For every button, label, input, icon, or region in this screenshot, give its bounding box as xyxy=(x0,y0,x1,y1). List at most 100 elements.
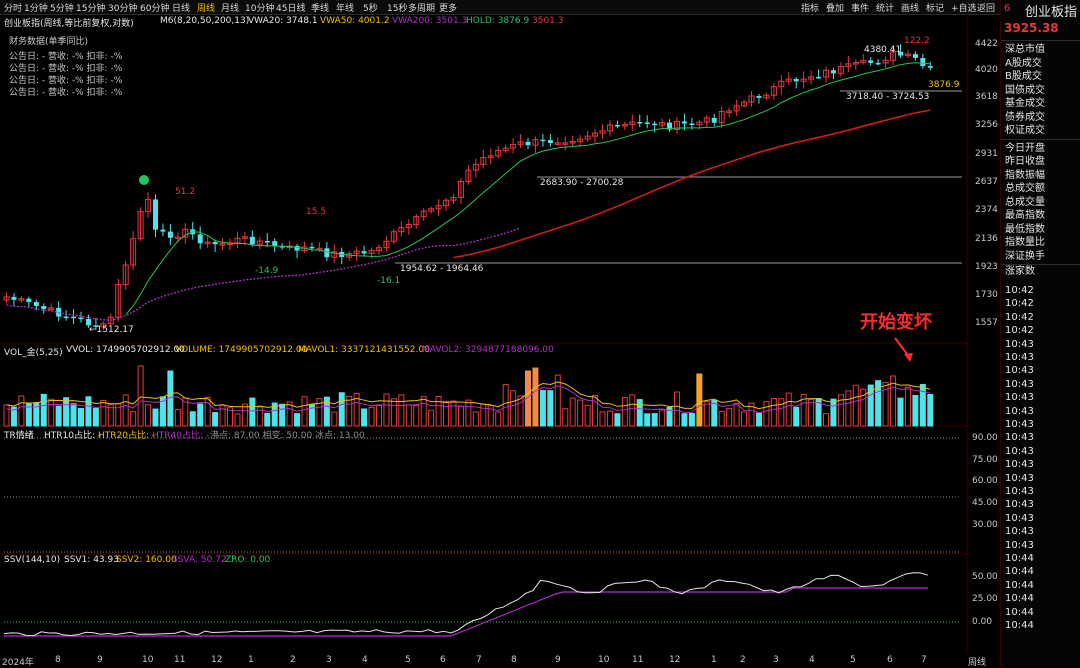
candle-body xyxy=(383,240,390,249)
ssv-indicator-name: SSV(144,10) xyxy=(4,555,61,565)
volume-bar xyxy=(457,405,464,427)
ssva-label: SSVA: 50.72 xyxy=(172,555,227,565)
stat-label: 基金成交 xyxy=(1005,98,1045,109)
volume-bar xyxy=(227,407,233,427)
htr20-label: HTR20占比: - xyxy=(98,431,156,441)
timeframe-tab[interactable]: 年线 xyxy=(336,4,355,14)
candle-body xyxy=(659,122,666,126)
volume-bar xyxy=(718,410,725,427)
mavol1-label: MAVOL1: 3337121431552.00 xyxy=(298,345,430,355)
timeframe-tab[interactable]: 多周期 xyxy=(408,4,436,14)
toolbar-button[interactable]: 标记 xyxy=(926,4,945,14)
volume-bar xyxy=(18,395,25,427)
timeframe-tab[interactable]: 5分钟 xyxy=(50,4,74,14)
tr-indicator-name: TR情绪 xyxy=(4,431,34,441)
volume-bar xyxy=(472,411,479,427)
candle-body xyxy=(487,155,494,159)
volume-bar xyxy=(502,384,509,427)
period-toolbar: 分时 1分钟 5分钟 15分钟 30分钟 60分钟 日线 周线 月线 10分钟 45日线 季线 年线 5秒… xyxy=(0,0,1000,15)
toolbar-button[interactable]: 返回 xyxy=(977,4,996,14)
timeframe-tab[interactable]: 5秒 xyxy=(363,4,378,14)
volume-bar xyxy=(100,399,107,427)
volume-bar xyxy=(703,401,710,427)
volume-bar xyxy=(763,401,770,427)
volume-bar xyxy=(279,403,286,427)
index-title: 创业板指 xyxy=(1025,5,1078,20)
timeframe-tab[interactable]: 周线 xyxy=(197,4,216,14)
volume-bar xyxy=(413,405,420,427)
candle-body xyxy=(793,78,799,82)
candle-body xyxy=(234,237,241,244)
timeframe-tab[interactable]: 分时 xyxy=(4,4,23,14)
volume-bar xyxy=(92,407,99,427)
timeframe-tab[interactable]: 45日线 xyxy=(276,4,306,14)
volume-bar xyxy=(830,398,837,427)
range-label: 2683.90 - 2700.28 xyxy=(540,178,624,188)
volume-bar xyxy=(584,404,591,427)
timeframe-tab[interactable]: 季线 xyxy=(311,4,330,14)
volume-bar xyxy=(867,384,874,427)
timeframe-tab[interactable]: 1分钟 xyxy=(24,4,48,14)
price-tick: 2136 xyxy=(975,234,998,244)
candle-body xyxy=(904,53,911,57)
chart-canvas[interactable] xyxy=(0,14,1000,667)
stat-label: 权证成交 xyxy=(1005,125,1045,136)
timeframe-tab[interactable]: 日线 xyxy=(172,4,191,14)
candle-body xyxy=(249,236,255,245)
timeframe-tab[interactable]: 60分钟 xyxy=(140,4,170,14)
volume-bar xyxy=(569,397,576,427)
volume-bar xyxy=(860,388,867,427)
price-tick: 4020 xyxy=(975,65,998,75)
ssv-tick: 0.00 xyxy=(972,617,993,627)
volume-bar xyxy=(301,396,308,427)
candle-body xyxy=(122,264,129,286)
timeframe-tab[interactable]: 更多 xyxy=(439,4,458,14)
candle-body xyxy=(852,62,859,65)
candle-body xyxy=(845,63,852,67)
x-tick: 1 xyxy=(711,655,717,665)
candle-body xyxy=(472,163,479,171)
candle-body xyxy=(652,123,658,126)
toolbar-button[interactable]: 画线 xyxy=(901,4,920,14)
volume-bar xyxy=(25,403,32,427)
ssva-line xyxy=(4,587,928,637)
x-tick: 11 xyxy=(632,655,644,665)
price-tick: 2637 xyxy=(975,177,998,187)
candle-body xyxy=(33,302,39,307)
stat-label: 指数振幅 xyxy=(1005,169,1045,181)
volume-bar xyxy=(785,392,792,427)
volume-bar xyxy=(823,413,829,427)
swing-label: 15.5 xyxy=(306,207,327,217)
tick-time: 10:44 xyxy=(1005,566,1034,578)
candle-body xyxy=(547,140,553,144)
candle-body xyxy=(823,69,829,78)
toolbar-button[interactable]: 事件 xyxy=(851,4,870,14)
vvol-label: VVOL: 1749905702912.00 xyxy=(66,345,185,355)
candle-body xyxy=(368,249,375,254)
timeframe-tab[interactable]: 10分钟 xyxy=(245,4,275,14)
volume-bar xyxy=(845,390,852,427)
toolbar-button[interactable]: +自选 xyxy=(951,4,977,14)
stat-label: B股成交 xyxy=(1005,71,1042,82)
volume-bar xyxy=(368,406,375,427)
timeframe-tab[interactable]: 月线 xyxy=(221,4,240,14)
volume-bar xyxy=(249,397,256,427)
panel-divider xyxy=(1001,138,1080,140)
stat-label: 总成交额 xyxy=(1005,183,1045,194)
htr10-label: HTR10占比: - xyxy=(44,431,102,441)
candle-body xyxy=(584,135,591,140)
candle-body xyxy=(920,57,926,66)
toolbar-button[interactable]: 叠加 xyxy=(826,4,845,14)
volume-bar xyxy=(122,394,129,427)
timeframe-tab[interactable]: 15分钟 xyxy=(76,4,106,14)
volume-bar xyxy=(904,386,911,427)
toolbar-button[interactable]: 指标 xyxy=(801,4,820,14)
candle-body xyxy=(11,296,17,300)
price-tick: 2931 xyxy=(975,149,998,159)
timeframe-tab[interactable]: 30分钟 xyxy=(108,4,138,14)
toolbar-button[interactable]: 统计 xyxy=(876,4,895,14)
tick-time: 10:44 xyxy=(1005,620,1034,631)
volume-bar xyxy=(450,400,457,427)
timeframe-tab[interactable]: 15秒 xyxy=(387,4,408,14)
tick-time: 10:43 xyxy=(1005,526,1034,538)
